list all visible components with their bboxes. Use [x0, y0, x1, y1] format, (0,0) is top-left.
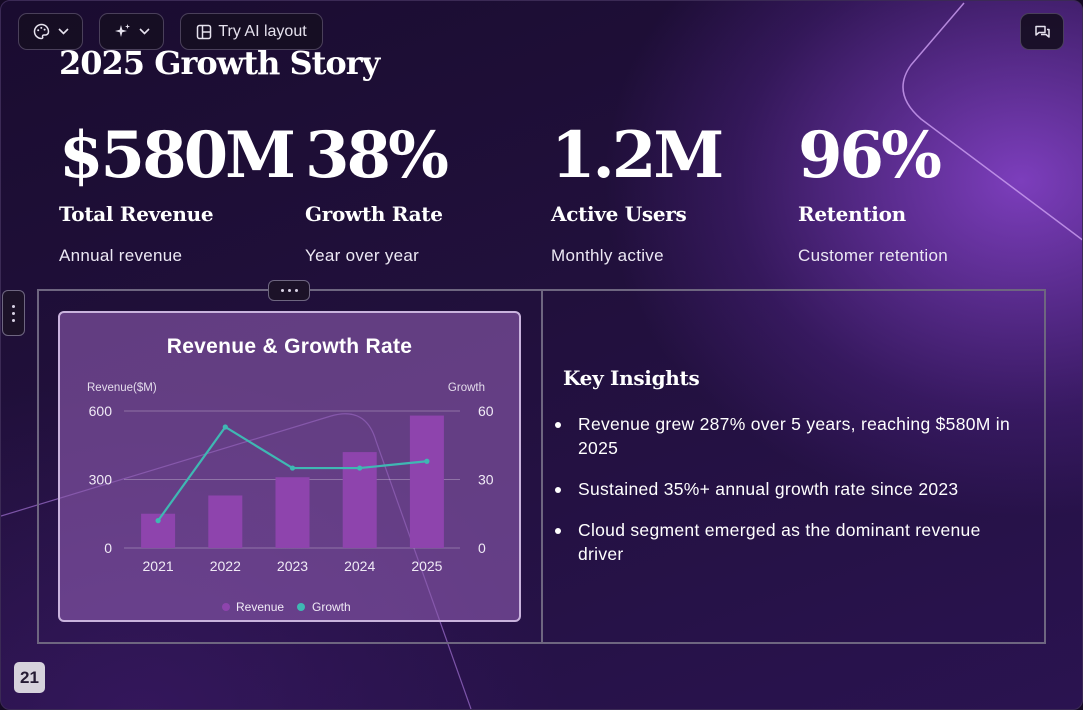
insight-item: Sustained 35%+ annual growth rate since …: [555, 477, 1025, 501]
stat-value: $580M: [59, 118, 296, 193]
stat-value: 38%: [305, 118, 449, 193]
stat-description: Annual revenue: [59, 246, 183, 265]
x-tick-label: 2021: [143, 558, 174, 574]
legend-label-growth: Growth: [312, 600, 351, 614]
slide-title: 2025 Growth Story: [59, 44, 380, 82]
y-left-tick-label: 600: [89, 403, 113, 419]
y-right-tick-label: 0: [478, 540, 486, 556]
legend-label-revenue: Revenue: [236, 600, 284, 614]
revenue-bar: [409, 415, 444, 548]
comments-button[interactable]: [1020, 13, 1064, 50]
insight-item: Revenue grew 287% over 5 years, reaching…: [555, 412, 1025, 460]
revenue-bar: [208, 495, 243, 548]
stat-description: Customer retention: [798, 246, 948, 265]
legend-swatch-revenue: [222, 603, 230, 611]
y-left-tick-label: 300: [89, 472, 113, 488]
y-right-axis-label: Growth: [448, 382, 485, 394]
chart-card[interactable]: Revenue & Growth Rate 0 300 600 0 30 60 Revenu…: [58, 311, 521, 622]
block-drag-handle[interactable]: [268, 280, 310, 301]
side-drag-handle[interactable]: [2, 290, 25, 336]
sparkle-icon: [114, 24, 130, 37]
growth-point: [289, 465, 296, 471]
growth-point: [222, 424, 228, 430]
stat-label: Active Users: [551, 202, 687, 226]
stat-active-users: 1.2M Active Users Monthly active: [551, 118, 724, 266]
stat-label: Retention: [798, 202, 906, 226]
theme-palette-button[interactable]: [18, 13, 83, 50]
ai-magic-button[interactable]: [99, 13, 164, 50]
chevron-down-icon: [57, 28, 69, 35]
layout-icon: [197, 24, 212, 39]
x-tick-label: 2022: [210, 558, 241, 574]
stat-value: 1.2M: [551, 118, 724, 193]
page-number-badge[interactable]: 21: [14, 662, 45, 693]
y-right-tick-label: 60: [478, 403, 494, 419]
stat-label: Growth Rate: [305, 202, 443, 226]
insights-title: Key Insights: [563, 366, 700, 390]
growth-point: [357, 465, 363, 471]
y-right-tick-label: 30: [478, 472, 494, 488]
growth-point: [155, 518, 161, 524]
x-tick-label: 2025: [411, 558, 442, 574]
chat-bubbles-icon: [1034, 25, 1050, 38]
x-tick-label: 2023: [277, 558, 308, 574]
stat-description: Monthly active: [551, 246, 664, 265]
try-ai-layout-button[interactable]: Try AI layout: [180, 13, 323, 50]
y-left-tick-label: 0: [104, 540, 112, 556]
revenue-growth-chart: 0 300 600 0 30 60 Revenue($M) Growth 2021 2022 202…: [87, 382, 494, 614]
revenue-bar: [275, 477, 310, 548]
stat-retention: 96% Retention Customer retention: [798, 120, 948, 266]
chevron-down-icon: [138, 28, 150, 35]
insight-item: Cloud segment emerged as the dominant re…: [555, 518, 1025, 566]
legend-swatch-growth: [297, 603, 305, 611]
stat-label: Total Revenue: [59, 202, 214, 226]
y-left-axis-label: Revenue($M): [87, 382, 157, 394]
column-divider[interactable]: [541, 289, 543, 644]
stat-description: Year over year: [305, 246, 420, 265]
growth-point: [424, 458, 430, 464]
chart-title: Revenue & Growth Rate: [166, 335, 413, 358]
try-ai-layout-label: Try AI layout: [218, 22, 307, 40]
insights-list: Revenue grew 287% over 5 years, reaching…: [555, 412, 1025, 583]
x-tick-label: 2024: [344, 558, 375, 574]
palette-icon: [33, 23, 49, 40]
stat-growth-rate: 38% Growth Rate Year over year: [305, 118, 449, 266]
stat-value: 96%: [798, 118, 942, 193]
stat-total-revenue: $580M Total Revenue Annual revenue: [59, 118, 296, 266]
